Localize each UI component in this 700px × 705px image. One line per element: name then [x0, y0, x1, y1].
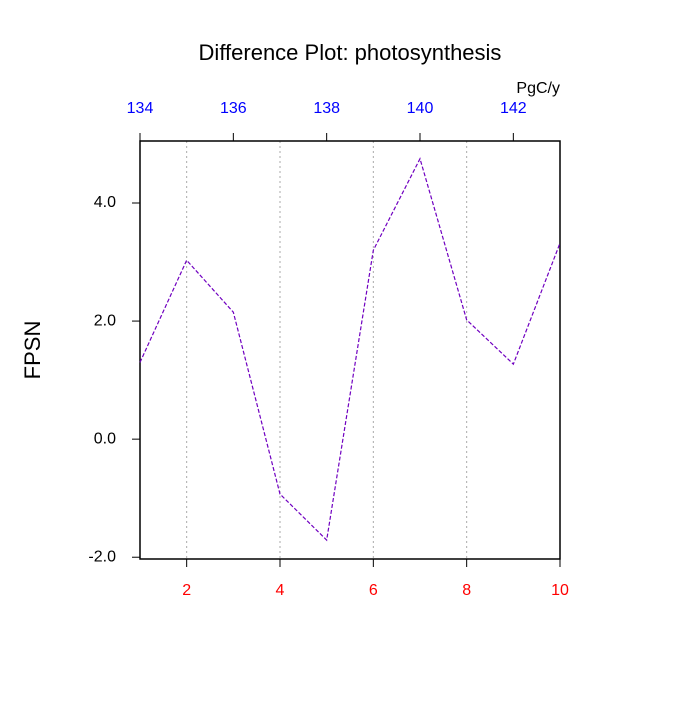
plot-frame — [139, 140, 561, 560]
x-tick-label: 6 — [369, 582, 378, 599]
x2-tick-label: 140 — [407, 100, 434, 117]
chart-title: Difference Plot: photosynthesis — [199, 40, 502, 65]
x2-tick-label: 142 — [500, 100, 527, 117]
y-axis-label: FPSN — [20, 321, 45, 380]
x-tick-label: 4 — [276, 582, 285, 599]
y-tick-label: 2.0 — [94, 312, 116, 329]
y-tick-label: -2.0 — [88, 548, 116, 565]
x-tick-label: 2 — [182, 582, 191, 599]
x2-tick-label: 134 — [127, 100, 154, 117]
x2-tick-label: 138 — [313, 100, 340, 117]
y-tick-label: 4.0 — [94, 194, 116, 211]
y-tick-label: 0.0 — [94, 430, 116, 447]
x2-axis-label: PgC/y — [516, 80, 560, 97]
x2-tick-label: 136 — [220, 100, 247, 117]
data-line — [139, 157, 561, 542]
x-tick-label: 10 — [551, 582, 569, 599]
x-tick-label: 8 — [462, 582, 471, 599]
